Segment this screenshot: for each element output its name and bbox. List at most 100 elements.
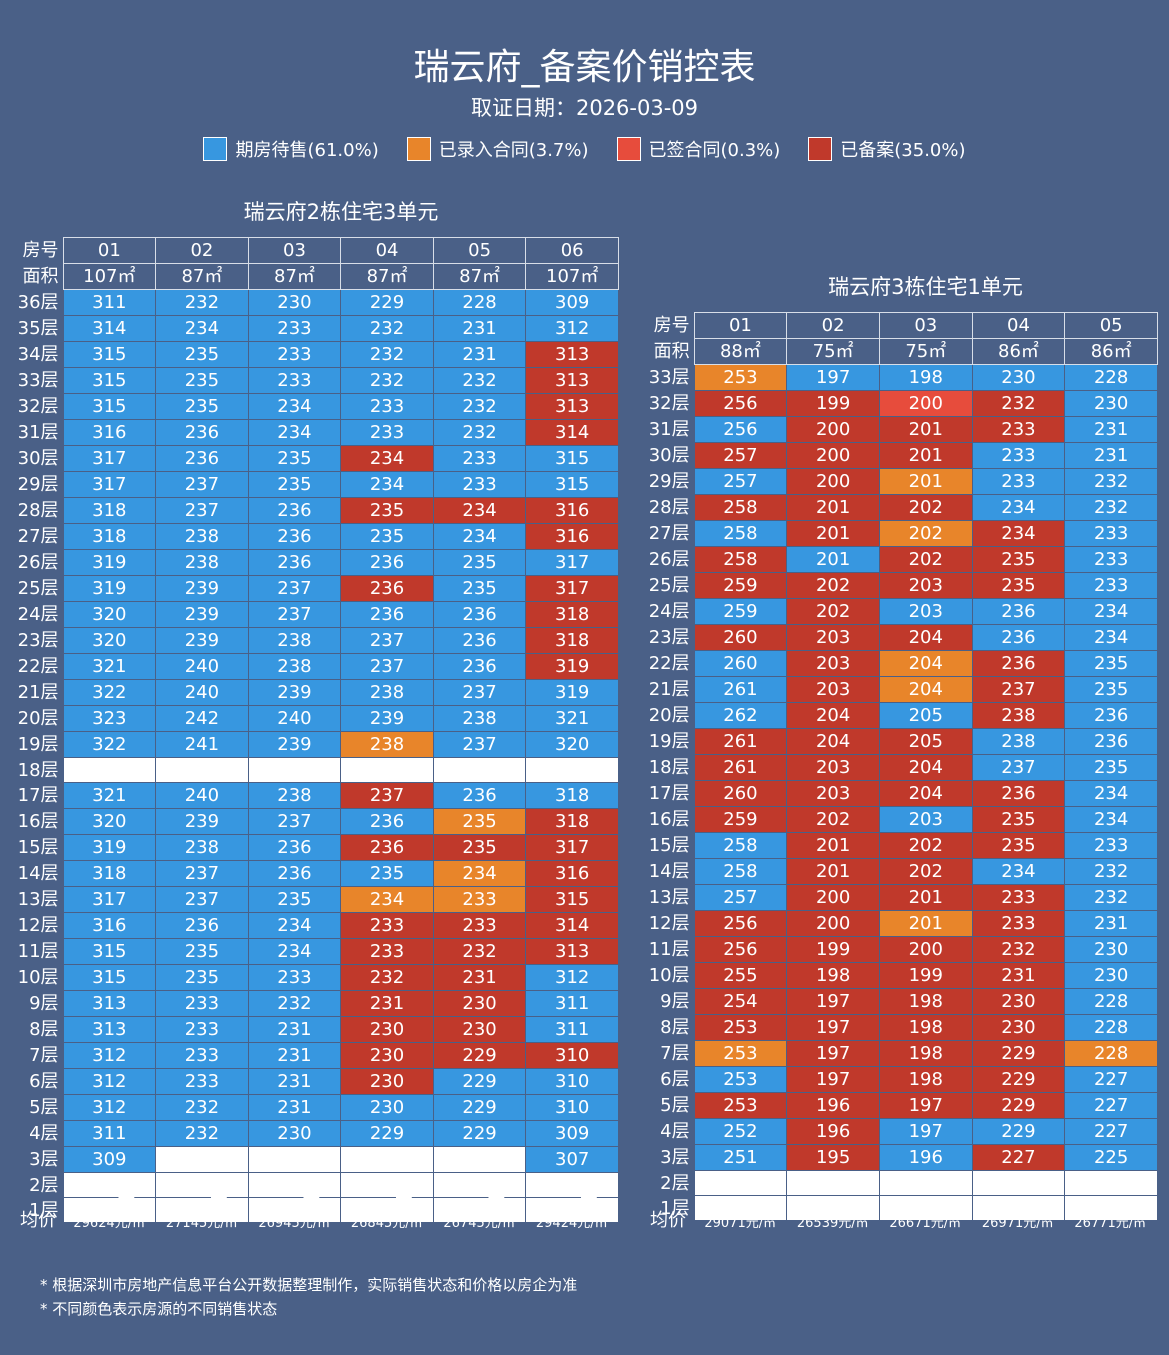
unit-price-cell: 320 bbox=[525, 731, 619, 758]
unit-price-cell: 309 bbox=[62, 1146, 157, 1173]
average-price-column: 233万 26971元/㎡ bbox=[972, 1197, 1065, 1231]
area-row-label: 面积 bbox=[22, 266, 59, 287]
floor-label: 29层 bbox=[17, 474, 59, 495]
floor-row: 1层 bbox=[0, 1197, 619, 1223]
unit-price-cell: 198 bbox=[878, 988, 973, 1015]
unit-price-cell: 310 bbox=[525, 1068, 619, 1095]
unit-price-cell: 201 bbox=[878, 910, 973, 937]
unit-price-cell: 318 bbox=[62, 860, 157, 887]
floor-row: 34层 315 235 233 232 231 313 bbox=[0, 341, 619, 368]
unit-price-cell: 237 bbox=[432, 731, 527, 758]
unit-price-cell: 239 bbox=[247, 731, 342, 758]
floor-label: 14层 bbox=[648, 861, 690, 882]
unit-price-cell: 236 bbox=[155, 912, 249, 939]
unit-price-cell: 232 bbox=[432, 419, 527, 446]
floor-row: 8层 313 233 231 230 230 311 bbox=[0, 1016, 619, 1043]
unit-price-cell: 315 bbox=[525, 445, 619, 472]
floor-label: 8层 bbox=[29, 1019, 59, 1040]
unit-price-cell: 314 bbox=[525, 912, 619, 939]
floor-row: 10层 315 235 233 232 231 312 bbox=[0, 964, 619, 991]
unit-price-cell: 241 bbox=[155, 731, 249, 758]
area-row-cell: 107㎡ bbox=[62, 263, 157, 290]
unit-price-cell: 197 bbox=[786, 1014, 880, 1041]
unit-price-cell: 196 bbox=[786, 1118, 880, 1145]
unit-price-cell: 315 bbox=[525, 471, 619, 498]
unit-cell-empty bbox=[340, 1172, 434, 1198]
unit-price-cell: 236 bbox=[971, 624, 1066, 651]
unit-price-cell: 314 bbox=[525, 419, 619, 446]
average-total-price: 234万 bbox=[360, 1195, 413, 1216]
unit-price-cell: 237 bbox=[155, 471, 249, 498]
unit-price-cell: 317 bbox=[525, 549, 619, 576]
unit-price-cell: 316 bbox=[525, 523, 619, 550]
unit-cell-empty bbox=[247, 757, 342, 783]
unit-price-cell: 195 bbox=[786, 1144, 880, 1171]
floor-row: 35层 314 234 233 232 231 312 bbox=[0, 315, 619, 342]
unit-cell-empty bbox=[247, 1172, 342, 1198]
average-total-price: 236万 bbox=[175, 1195, 228, 1216]
floor-label: 1层 bbox=[29, 1199, 59, 1221]
unit-price-cell: 312 bbox=[62, 1068, 157, 1095]
unit-price-cell: 234 bbox=[432, 860, 527, 887]
floor-label: 13层 bbox=[17, 889, 59, 910]
floor-row: 3层 309 307 bbox=[0, 1146, 619, 1173]
unit-price-cell: 235 bbox=[247, 886, 342, 913]
room-number-row-cell: 04 bbox=[971, 312, 1066, 339]
unit-price-cell: 257 bbox=[693, 884, 788, 911]
unit-price-cell: 233 bbox=[1064, 572, 1158, 599]
unit-price-cell: 321 bbox=[525, 705, 619, 732]
average-price-column: 200万 26539元/㎡ bbox=[787, 1195, 880, 1231]
floor-row: 28层 258 201 202 234 232 bbox=[630, 494, 1158, 521]
floor-row: 1层 bbox=[630, 1195, 1158, 1221]
unit-price-cell: 240 bbox=[155, 653, 249, 680]
building-2-avg-label: 均价 bbox=[20, 1210, 56, 1231]
area-row-cell: 107㎡ bbox=[525, 263, 619, 290]
unit-cell-empty bbox=[155, 757, 249, 783]
unit-price-cell: 197 bbox=[878, 1118, 973, 1145]
average-price-column: 314万 29424元/㎡ bbox=[526, 1197, 619, 1231]
unit-price-cell: 230 bbox=[1064, 936, 1158, 963]
average-total-price: 233万 bbox=[453, 1195, 506, 1216]
average-unit-price: 29624元/㎡ bbox=[73, 1216, 146, 1231]
unit-price-cell: 230 bbox=[340, 1042, 434, 1069]
unit-price-cell: 233 bbox=[247, 341, 342, 368]
unit-price-cell: 317 bbox=[62, 445, 157, 472]
unit-price-cell: 236 bbox=[971, 650, 1066, 677]
unit-price-cell: 235 bbox=[971, 546, 1066, 573]
floor-row: 25层 259 202 203 235 233 bbox=[630, 572, 1158, 599]
unit-price-cell: 321 bbox=[62, 653, 157, 680]
unit-cell-empty bbox=[62, 757, 157, 783]
floor-label: 2层 bbox=[29, 1174, 59, 1196]
floor-row: 7层 253 197 198 229 228 bbox=[630, 1040, 1158, 1067]
unit-price-cell: 240 bbox=[155, 679, 249, 706]
floor-row: 12层 316 236 234 233 233 314 bbox=[0, 912, 619, 939]
unit-price-cell: 233 bbox=[971, 884, 1066, 911]
average-unit-price: 26845元/㎡ bbox=[350, 1216, 423, 1231]
floor-label: 30层 bbox=[648, 445, 690, 466]
unit-price-cell: 198 bbox=[878, 1014, 973, 1041]
area-row-cell: 75㎡ bbox=[878, 338, 973, 365]
building-2-sales-table: 房号 01 02 03 04 05 06 面积 107㎡ 87㎡ 87㎡ 87㎡ 87㎡ 107㎡ 36层 3… bbox=[0, 237, 619, 1223]
unit-price-cell: 259 bbox=[693, 572, 788, 599]
legend: 期房待售(61.0%) 已录入合同(3.7%) 已签合同(0.3%) 已备案(3… bbox=[0, 136, 1169, 162]
unit-cell-empty bbox=[525, 1172, 619, 1198]
unit-price-cell: 234 bbox=[971, 858, 1066, 885]
unit-price-cell: 235 bbox=[432, 575, 527, 602]
unit-price-cell: 319 bbox=[62, 549, 157, 576]
unit-price-cell: 204 bbox=[786, 702, 880, 729]
unit-price-cell: 320 bbox=[62, 808, 157, 835]
unit-price-cell: 233 bbox=[247, 315, 342, 342]
average-total-price: 200万 bbox=[806, 1195, 859, 1216]
floor-row: 26层 258 201 202 235 233 bbox=[630, 546, 1158, 573]
floor-label: 6层 bbox=[660, 1069, 690, 1090]
unit-price-cell: 201 bbox=[878, 442, 973, 469]
floor-row: 33层 315 235 233 232 232 313 bbox=[0, 367, 619, 394]
floor-label: 19层 bbox=[17, 734, 59, 755]
legend-item-contract-signed: 已签合同(0.3%) bbox=[616, 136, 780, 162]
unit-price-cell: 321 bbox=[62, 782, 157, 809]
unit-price-cell: 318 bbox=[62, 497, 157, 524]
unit-cell-empty bbox=[1064, 1195, 1158, 1221]
unit-price-cell: 205 bbox=[878, 702, 973, 729]
floor-row: 5层 253 196 197 229 227 bbox=[630, 1092, 1158, 1119]
floor-label: 25层 bbox=[648, 575, 690, 596]
